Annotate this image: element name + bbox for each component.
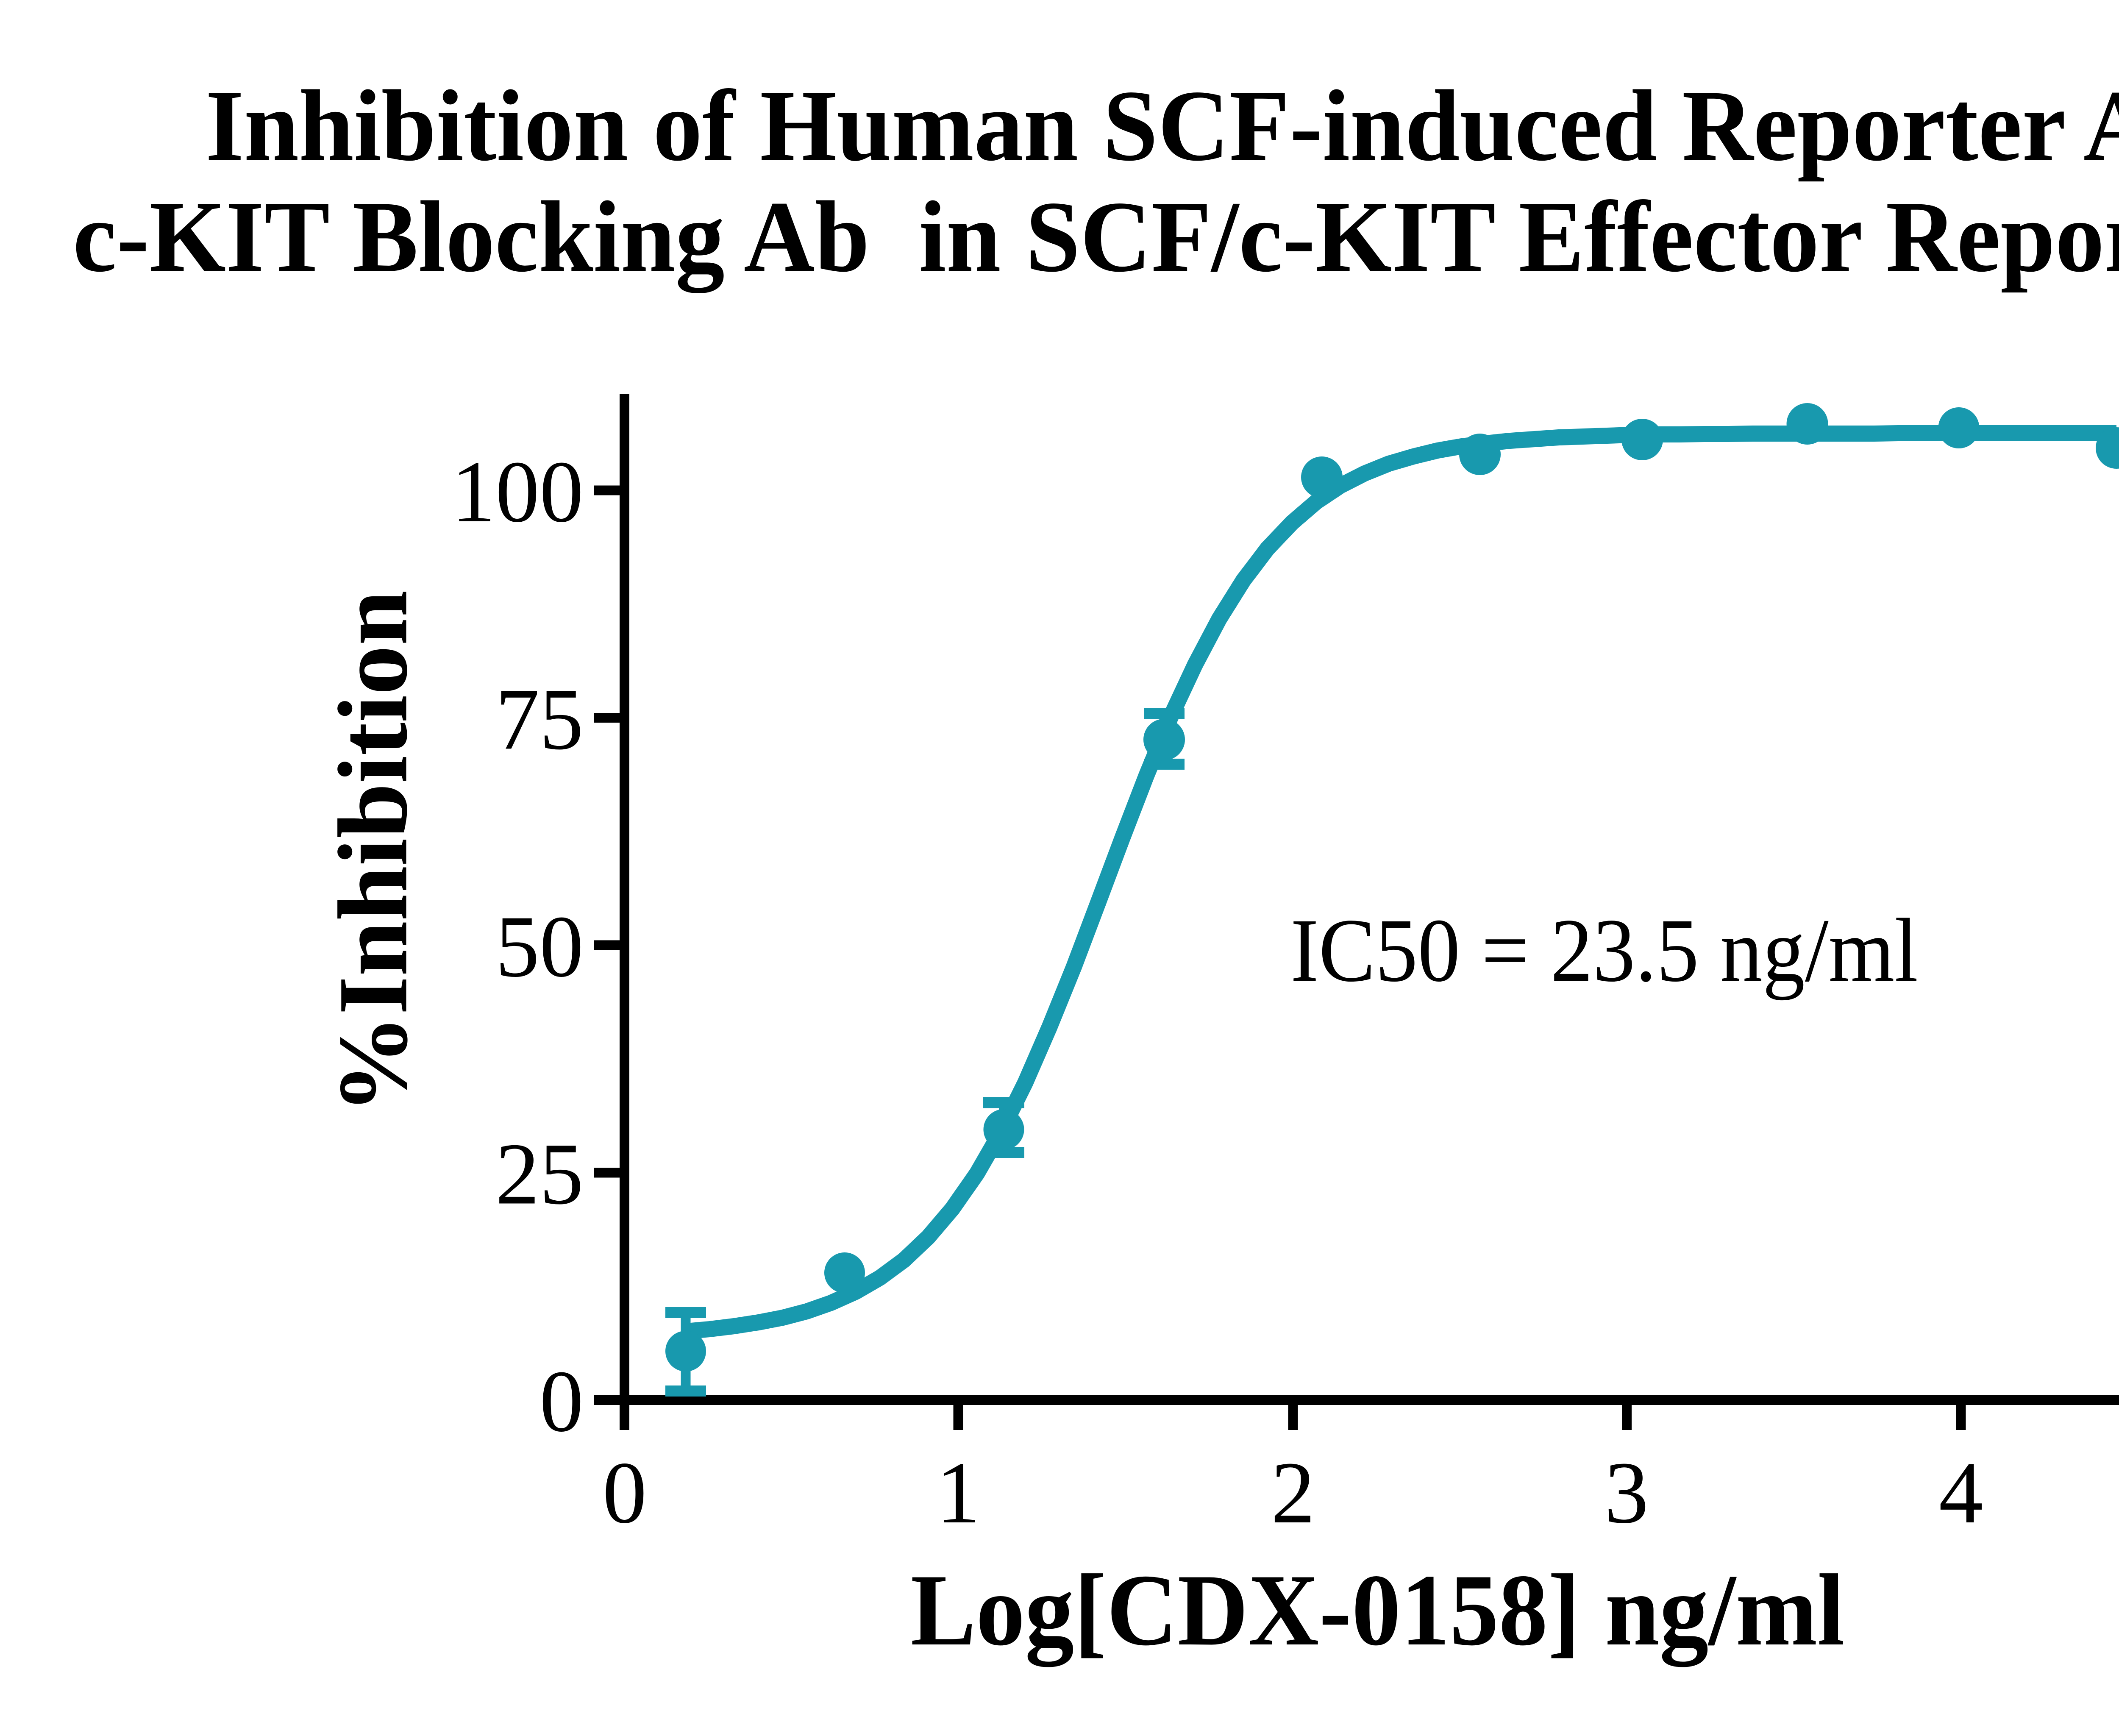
svg-text:Inhibition of Human SCF-induce: Inhibition of Human SCF-induced Reporter… bbox=[206, 69, 2119, 182]
svg-text:4: 4 bbox=[1939, 1444, 1983, 1542]
svg-text:3: 3 bbox=[1605, 1444, 1649, 1542]
svg-text:2: 2 bbox=[1271, 1444, 1315, 1542]
svg-text:0: 0 bbox=[539, 1352, 584, 1450]
svg-text:1: 1 bbox=[936, 1444, 981, 1542]
svg-text:c-KIT Blocking Ab in SCF/c-KI: c-KIT Blocking Ab in SCF/c-KIT Effector … bbox=[73, 180, 2119, 293]
svg-text:75: 75 bbox=[495, 670, 584, 768]
svg-text:%Inhibition: %Inhibition bbox=[318, 590, 428, 1114]
svg-text:Log[CDX-0158] ng/ml: Log[CDX-0158] ng/ml bbox=[911, 1553, 1845, 1667]
svg-text:100: 100 bbox=[451, 443, 584, 540]
svg-text:IC50 = 23.5 ng/ml: IC50 = 23.5 ng/ml bbox=[1290, 900, 1918, 1001]
svg-text:25: 25 bbox=[495, 1125, 584, 1223]
svg-text:50: 50 bbox=[495, 898, 584, 995]
svg-text:0: 0 bbox=[603, 1444, 647, 1542]
